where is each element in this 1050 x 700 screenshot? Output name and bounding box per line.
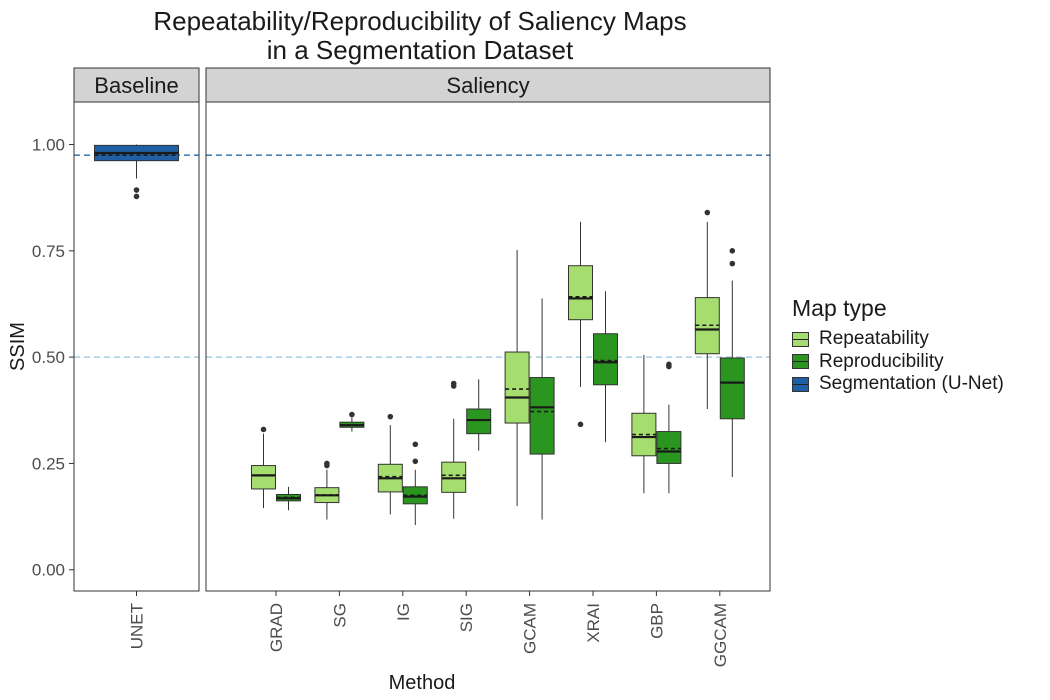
box-grad-repeatability <box>251 465 276 490</box>
box-gbp-reproducibility <box>656 431 682 464</box>
facet-label: Baseline <box>94 73 178 98</box>
x-tick-label: SG <box>330 603 349 628</box>
x-axis-title: Method <box>389 672 456 694</box>
x-tick-label: UNET <box>128 603 147 649</box>
panel-background <box>206 102 770 591</box>
x-tick-label: GGCAM <box>711 603 730 667</box>
panel-border <box>73 101 200 592</box>
box-gcam-repeatability <box>504 351 530 424</box>
x-tick-label: XRAI <box>584 603 603 643</box>
y-tick-label: 0.50 <box>32 348 65 367</box>
outlier-ig-reproducibility <box>412 441 419 448</box>
y-tick-label: 0.75 <box>32 242 65 261</box>
chart-title: Repeatability/Reproducibility of Salienc… <box>153 6 687 36</box>
box-xrai-reproducibility <box>593 333 618 386</box>
y-tick-label: 1.00 <box>32 136 65 155</box>
x-tick-label: GBP <box>647 603 666 639</box>
x-tick-label: SIG <box>457 603 476 632</box>
panel-background <box>74 102 199 591</box>
box-sig-reproducibility <box>466 408 492 435</box>
x-tick-label: GRAD <box>267 603 286 652</box>
box-gcam-reproducibility <box>529 377 555 455</box>
outlier-sg-repeatability <box>324 460 330 467</box>
outlier-grad-repeatability <box>260 426 267 433</box>
legend-label-repeatability: Repeatability <box>819 328 929 350</box>
outlier-gbp-reproducibility <box>666 361 672 368</box>
outlier-unet-segmentation <box>133 187 140 193</box>
box-xrai-repeatability <box>568 265 593 321</box>
facet-strip <box>205 67 771 103</box>
legend-item-reproducibility: Reproducibility <box>792 351 1004 374</box>
chart-subtitle: in a Segmentation Dataset <box>266 35 574 65</box>
legend-key-repeatability <box>792 331 809 347</box>
panel-border <box>205 101 771 592</box>
y-tick-label: 0.25 <box>32 454 65 473</box>
x-tick-label: GCAM <box>521 603 540 654</box>
outlier-ggcam-reproducibility <box>729 248 736 254</box>
outlier-xrai-repeatability <box>577 421 584 428</box>
facet-label: Saliency <box>446 73 529 98</box>
legend-label-segmentation: Segmentation (U-Net) <box>819 373 1004 395</box>
outlier-unet-segmentation <box>133 193 140 200</box>
legend-item-repeatability: Repeatability <box>792 328 1004 351</box>
legend: Map type Repeatability Reproducibility S… <box>792 295 1004 396</box>
outlier-ggcam-repeatability <box>704 209 711 216</box>
outlier-sg-reproducibility <box>349 411 355 418</box>
legend-label-reproducibility: Reproducibility <box>819 350 944 372</box>
legend-key-segmentation <box>792 376 809 392</box>
legend-key-reproducibility <box>792 354 809 370</box>
legend-item-segmentation: Segmentation (U-Net) <box>792 373 1004 396</box>
outlier-ggcam-reproducibility <box>729 260 736 267</box>
outlier-ig-repeatability <box>387 413 394 420</box>
box-ggcam-reproducibility <box>719 357 745 420</box>
legend-title: Map type <box>792 295 887 321</box>
y-axis-title: SSIM <box>7 322 29 371</box>
facet-strip <box>73 67 200 103</box>
y-tick-label: 0.00 <box>32 561 65 580</box>
outlier-ig-reproducibility <box>412 458 419 465</box>
x-tick-label: IG <box>394 603 413 621</box>
outlier-sig-repeatability <box>450 380 457 387</box>
